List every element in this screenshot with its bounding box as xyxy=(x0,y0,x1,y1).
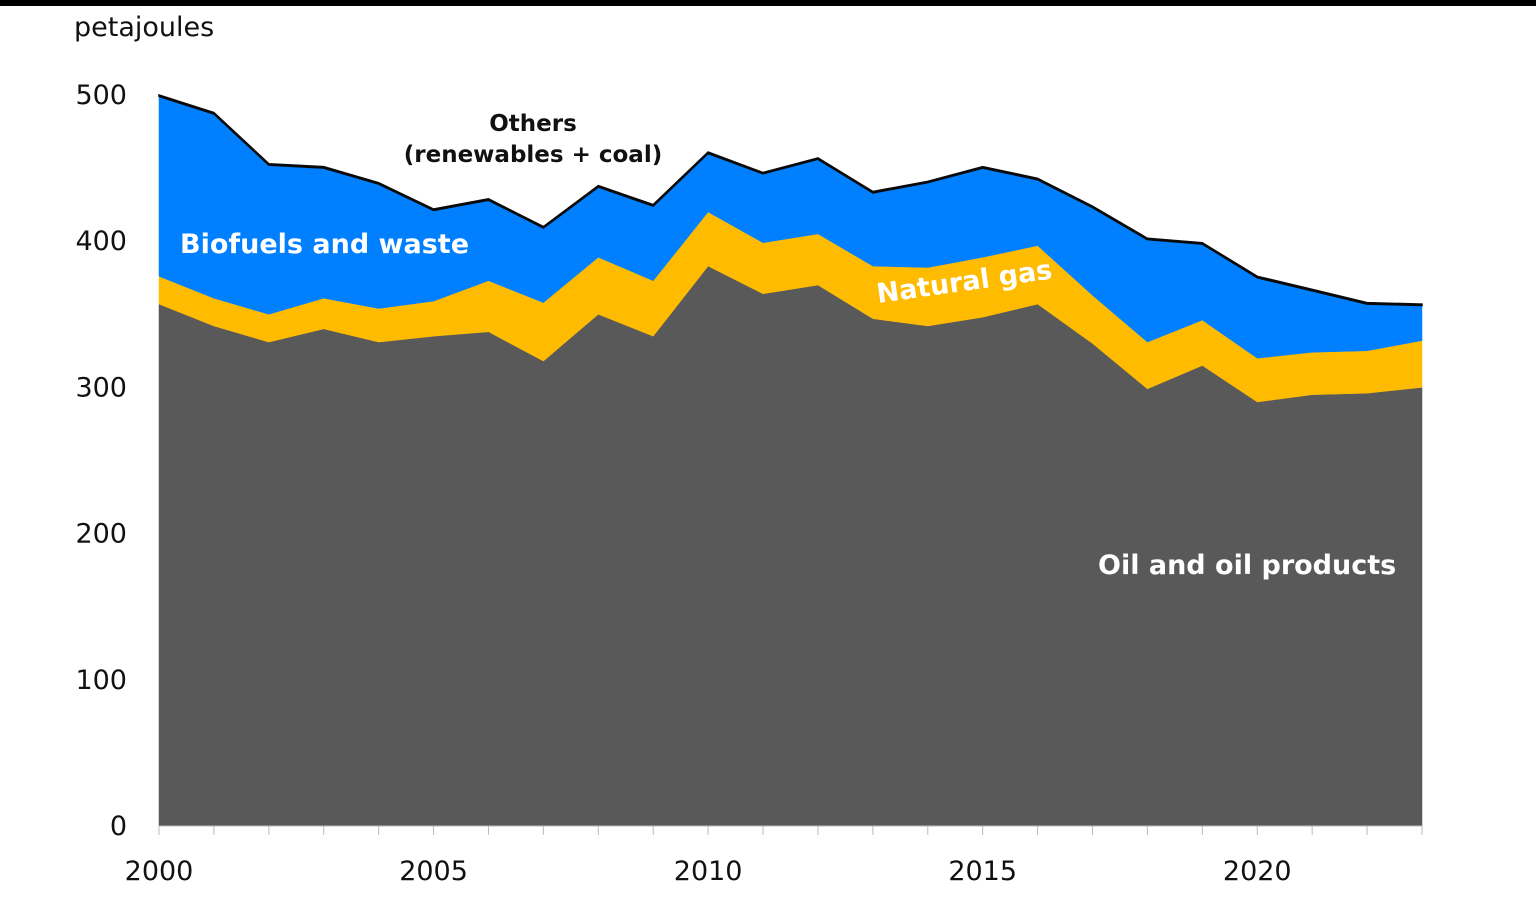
y-axis: 0 100 200 300 400 500 xyxy=(75,80,127,842)
x-tick-label: 2020 xyxy=(1223,856,1292,887)
label-others-line-2: (renewables + coal) xyxy=(404,142,662,168)
area-layers xyxy=(158,93,1423,827)
top-border xyxy=(0,0,1536,6)
y-tick-label: 0 xyxy=(110,811,127,842)
area-others xyxy=(158,93,1423,307)
label-others-line-1: Others xyxy=(489,111,577,137)
y-tick-label: 400 xyxy=(75,226,127,257)
y-tick-label: 200 xyxy=(75,519,127,550)
x-axis: 2000 2005 2010 2015 2020 xyxy=(125,825,1423,887)
x-tick-label: 2010 xyxy=(674,856,743,887)
y-tick-label: 300 xyxy=(75,372,127,403)
label-biofuels-and-waste: Biofuels and waste xyxy=(180,229,469,260)
x-tick-label: 2015 xyxy=(948,856,1017,887)
y-axis-unit-label: petajoules xyxy=(74,12,214,43)
y-tick-label: 100 xyxy=(75,665,127,696)
x-tick-label: 2005 xyxy=(399,856,468,887)
y-tick-label: 500 xyxy=(75,80,127,111)
label-oil-and-oil-products: Oil and oil products xyxy=(1098,550,1396,581)
x-tick-label: 2000 xyxy=(125,856,194,887)
